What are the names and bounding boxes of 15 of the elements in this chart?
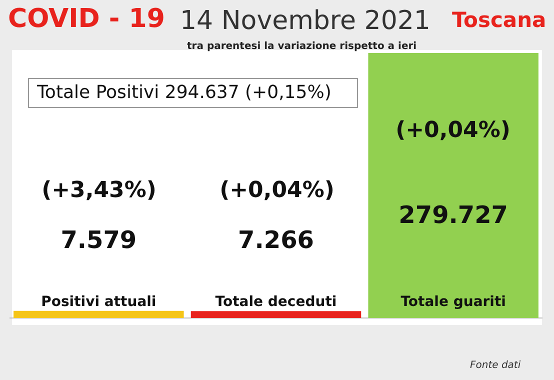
x-tick-label: Positivi attuali [41, 294, 156, 310]
chart-subtitle: tra parentesi la variazione rispetto a ieri [187, 41, 417, 52]
annotation: Totale Positivi 294.637 (+0,15%) [28, 78, 358, 108]
annotation: (+0,04%) [218, 178, 336, 203]
text: COVID - 19 [8, 4, 165, 34]
source-note: Fonte dati [470, 360, 521, 371]
data-label: 7.579 [60, 226, 137, 254]
text: Toscana [452, 8, 546, 32]
annotation: (+0,04%) [394, 118, 512, 143]
data-label: 7.266 [238, 226, 314, 254]
annotation: (+3,43%) [40, 178, 158, 203]
x-tick-label: Totale guariti [400, 294, 506, 310]
chart-title: 14 Novembre 2021 [180, 6, 430, 36]
x-tick-label: Totale deceduti [215, 294, 337, 310]
data-label: 279.727 [398, 201, 508, 229]
